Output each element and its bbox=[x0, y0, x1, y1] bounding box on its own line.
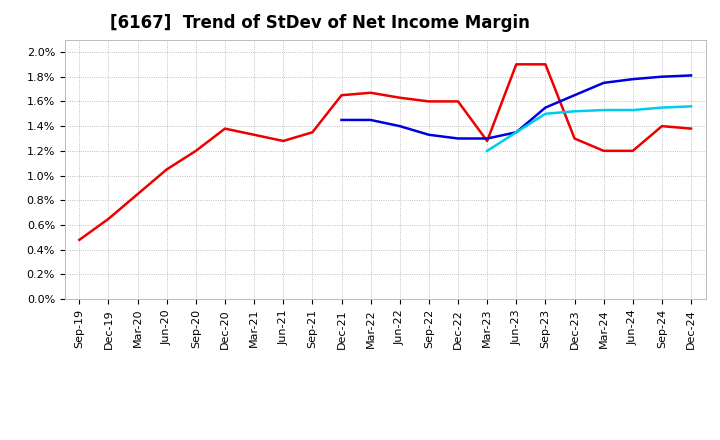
5 Years bbox=[570, 92, 579, 98]
3 Years bbox=[250, 132, 258, 137]
3 Years bbox=[395, 95, 404, 100]
3 Years bbox=[454, 99, 462, 104]
3 Years bbox=[657, 124, 666, 129]
3 Years bbox=[279, 138, 287, 143]
7 Years bbox=[629, 107, 637, 113]
5 Years bbox=[483, 136, 492, 141]
3 Years bbox=[483, 138, 492, 143]
3 Years bbox=[425, 99, 433, 104]
Text: [6167]  Trend of StDev of Net Income Margin: [6167] Trend of StDev of Net Income Marg… bbox=[109, 15, 529, 33]
3 Years bbox=[512, 62, 521, 67]
5 Years bbox=[657, 74, 666, 79]
3 Years bbox=[570, 136, 579, 141]
7 Years bbox=[570, 109, 579, 114]
5 Years bbox=[454, 136, 462, 141]
7 Years bbox=[599, 107, 608, 113]
7 Years bbox=[483, 148, 492, 154]
7 Years bbox=[657, 105, 666, 110]
3 Years bbox=[366, 90, 375, 95]
3 Years bbox=[192, 148, 200, 154]
Line: 5 Years: 5 Years bbox=[341, 75, 691, 139]
3 Years bbox=[104, 216, 113, 221]
3 Years bbox=[220, 126, 229, 131]
5 Years bbox=[337, 117, 346, 123]
Line: 3 Years: 3 Years bbox=[79, 64, 691, 240]
3 Years bbox=[133, 191, 142, 197]
5 Years bbox=[687, 73, 696, 78]
5 Years bbox=[512, 130, 521, 135]
3 Years bbox=[308, 130, 317, 135]
3 Years bbox=[337, 92, 346, 98]
7 Years bbox=[512, 130, 521, 135]
3 Years bbox=[599, 148, 608, 154]
3 Years bbox=[629, 148, 637, 154]
3 Years bbox=[75, 237, 84, 242]
7 Years bbox=[687, 104, 696, 109]
5 Years bbox=[366, 117, 375, 123]
5 Years bbox=[425, 132, 433, 137]
Line: 7 Years: 7 Years bbox=[487, 106, 691, 151]
5 Years bbox=[599, 80, 608, 85]
3 Years bbox=[163, 167, 171, 172]
5 Years bbox=[541, 105, 550, 110]
7 Years bbox=[541, 111, 550, 117]
3 Years bbox=[541, 62, 550, 67]
5 Years bbox=[629, 77, 637, 82]
3 Years bbox=[687, 126, 696, 131]
5 Years bbox=[395, 124, 404, 129]
